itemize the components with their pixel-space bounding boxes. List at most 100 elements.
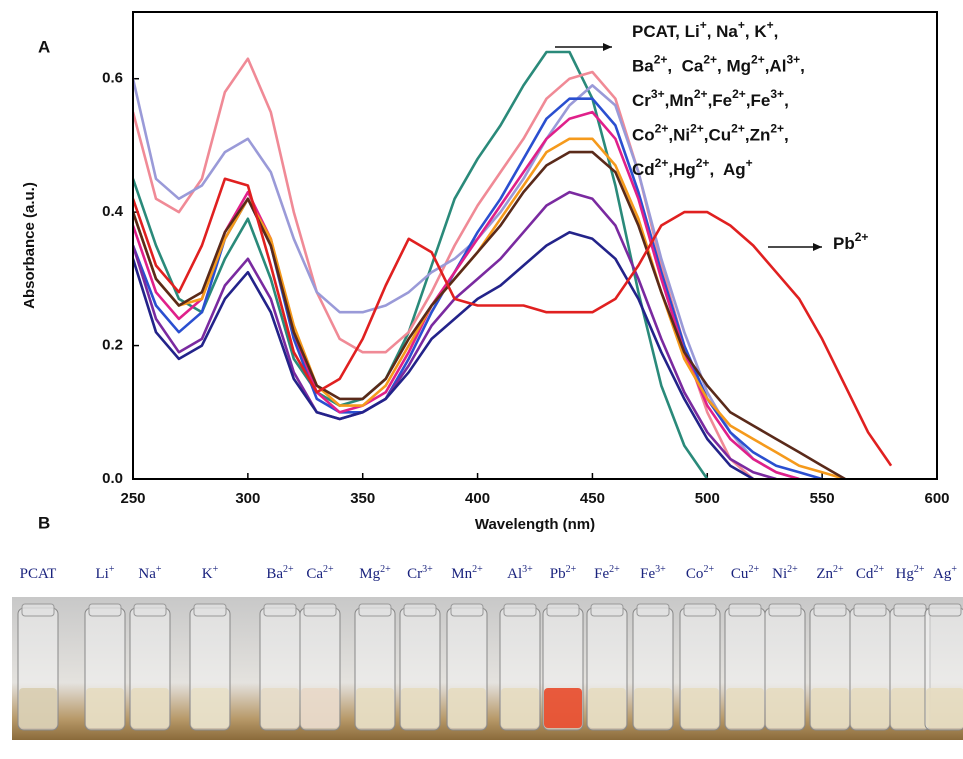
vial-neck <box>193 603 227 617</box>
vial-charge: + <box>156 564 162 575</box>
annotation-part: , Na <box>707 22 739 41</box>
vial-ion: Ag <box>933 566 952 582</box>
annotation-part: ,Al <box>765 57 787 76</box>
y-tick-label: 0.6 <box>102 70 123 87</box>
annotation-part: , <box>774 22 779 41</box>
spectrum-line <box>133 50 709 479</box>
annotation-part: , <box>784 91 789 110</box>
vial-label: Cu2+ <box>731 564 760 583</box>
annotation-sup: + <box>767 18 774 32</box>
vial-neck <box>683 603 717 617</box>
vial-neck <box>768 603 802 617</box>
vial-label: Pb2+ <box>550 564 577 583</box>
vial-label: PCAT <box>20 566 57 582</box>
vial-neck <box>133 603 167 617</box>
x-tick-label: 300 <box>235 490 260 507</box>
annotation-sup: + <box>738 18 745 32</box>
arrow-head <box>603 43 612 51</box>
y-axis-label: Absorbance (a.u.) <box>21 182 38 309</box>
vial-neck <box>813 603 847 617</box>
annotation-part: , Ca <box>667 57 703 76</box>
vial-label: Cd2+ <box>856 564 885 583</box>
plot-frame <box>132 11 938 480</box>
vial-charge: 2+ <box>914 564 925 575</box>
annotation-part: ,Zn <box>745 126 771 145</box>
annotation-sup: 2+ <box>731 122 745 136</box>
annotation-part: , <box>784 126 789 145</box>
annotation-sup: 2+ <box>751 53 765 67</box>
vial-neck <box>928 603 962 617</box>
annotation-sup: 2+ <box>655 122 669 136</box>
annotation-sup: 2+ <box>703 53 717 67</box>
annotation-part: Co <box>632 126 655 145</box>
vial-charge: 3+ <box>522 564 533 575</box>
spectrum-line <box>133 150 846 479</box>
x-tick-label: 550 <box>810 490 835 507</box>
spectrum-line <box>133 230 754 479</box>
annotation-sup: 3+ <box>770 87 784 101</box>
annotation-text: Co2+,Ni2+,Cu2+,Zn2+, <box>632 122 789 145</box>
y-tick-label: 0.0 <box>102 470 123 487</box>
vial-neck <box>21 603 55 617</box>
vial-liquid <box>131 688 169 728</box>
vial-liquid <box>851 688 889 728</box>
vial-neck <box>893 603 927 617</box>
vial-neck <box>636 603 670 617</box>
x-tick-label: 250 <box>120 490 145 507</box>
vial-ion: Mg <box>359 566 380 582</box>
annotation-sup: + <box>700 18 707 32</box>
vial-liquid <box>356 688 394 728</box>
annotation-sup: 2+ <box>690 122 704 136</box>
vial-charge: 2+ <box>283 564 294 575</box>
vial-liquid <box>926 688 963 728</box>
vial-charge: 2+ <box>748 564 759 575</box>
annotation-part: , Mg <box>717 57 751 76</box>
vial-charge: 3+ <box>422 564 433 575</box>
annotation-sup: 2+ <box>732 87 746 101</box>
vial-liquid <box>634 688 672 728</box>
x-tick-label: 350 <box>350 490 375 507</box>
vial-liquid <box>448 688 486 728</box>
vial-ion: Hg <box>896 566 915 582</box>
annotation-part: Pb <box>833 234 855 253</box>
vial-ion: Fe <box>594 566 609 582</box>
vial-liquid <box>19 688 57 728</box>
vial-ion: Fe <box>640 566 655 582</box>
vial-label: Co2+ <box>686 564 715 583</box>
vial-liquid <box>501 688 539 728</box>
vial-label: Hg2+ <box>896 564 925 583</box>
vial-charge: + <box>213 564 219 575</box>
vial-label: Fe3+ <box>640 564 666 583</box>
vial-liquid <box>726 688 764 728</box>
vial-liquid <box>681 688 719 728</box>
vial-charge: 2+ <box>472 564 483 575</box>
vial-neck <box>358 603 392 617</box>
vial-ion: Co <box>686 566 704 582</box>
vial-neck <box>303 603 337 617</box>
vial-photo: PCAT Li+ Na+ K+ Ba2+ Ca2+ Mg2+ Cr3+ Mn2+ Al3+ Pb2+… <box>17 564 963 731</box>
vial-ion: Zn <box>816 566 833 582</box>
spectrum-line <box>133 177 893 467</box>
annotation-part: ,Cu <box>704 126 731 145</box>
annotation-part: PCAT, Li <box>632 22 700 41</box>
vial-ion: Ba <box>266 566 283 582</box>
vial-neck <box>263 603 297 617</box>
vial-charge: 2+ <box>380 564 391 575</box>
vial-ion: K <box>202 566 213 582</box>
vial-label: Ag+ <box>933 564 957 583</box>
vial-liquid <box>544 688 582 728</box>
vial-neck <box>590 603 624 617</box>
annotation-part: ,Hg <box>668 160 695 179</box>
spectrum-line <box>133 78 800 479</box>
y-tick-label: 0.2 <box>102 337 123 354</box>
vial-neck <box>450 603 484 617</box>
annotation-part: Ba <box>632 57 654 76</box>
annotation-part: , <box>800 57 805 76</box>
vial-liquid <box>191 688 229 728</box>
vial-ion: Ni <box>772 566 787 582</box>
vial-charge: 3+ <box>655 564 666 575</box>
vial-label: Na+ <box>138 564 162 583</box>
vial-label: Cr3+ <box>407 564 433 583</box>
vial-liquid <box>588 688 626 728</box>
vial-neck <box>403 603 437 617</box>
